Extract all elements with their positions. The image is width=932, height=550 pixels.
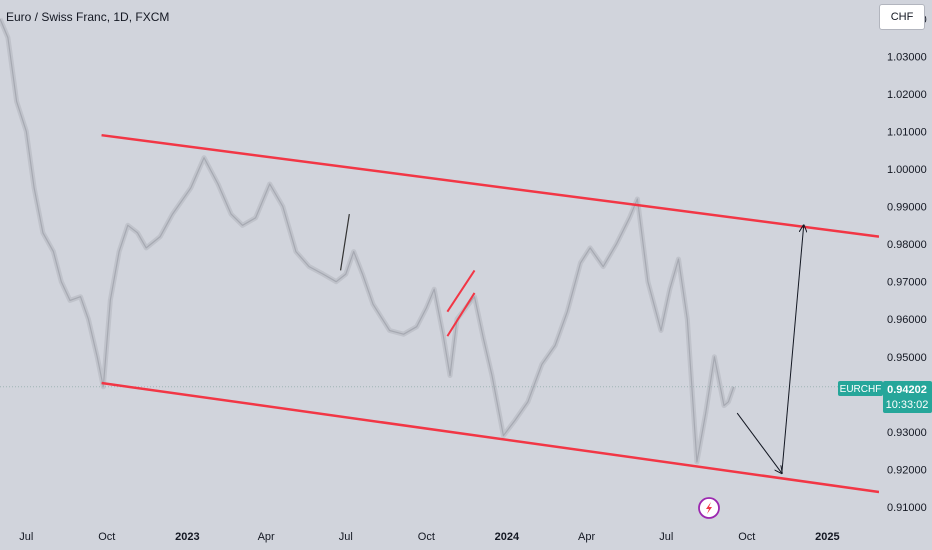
time-tick-label: Oct: [738, 531, 755, 543]
price-tick-label: 0.98000: [887, 239, 927, 251]
lightning-bolt-icon[interactable]: [698, 497, 720, 519]
last-price-tag: EURCHF 0.94202 10:33:02: [838, 381, 932, 413]
price-tick-label: 0.99000: [887, 202, 927, 214]
time-tick-label: Jul: [19, 531, 33, 543]
price-tag-symbol: EURCHF: [840, 384, 882, 395]
channel-lower-line[interactable]: [101, 381, 880, 494]
small-channel-lower-line[interactable]: [446, 292, 476, 337]
price-series-line: [0, 18, 735, 463]
time-tick-label: Oct: [418, 531, 435, 543]
drawings-layer: [101, 133, 880, 494]
price-tag-price: 0.94202: [887, 384, 927, 396]
time-tick-label: Jul: [339, 531, 353, 543]
time-tick-label: 2024: [495, 531, 520, 543]
price-tick-label: 0.96000: [887, 314, 927, 326]
price-tick-label: 0.92000: [887, 464, 927, 476]
time-axis[interactable]: Jul Oct 2023 Apr Jul Oct 2024 Apr Jul Oct 2025: [19, 531, 839, 543]
price-tick-label: 1.01000: [887, 126, 927, 138]
price-tick-label: 0.91000: [887, 502, 927, 514]
trend-segment-line[interactable]: [339, 213, 350, 271]
channel-upper-line[interactable]: [101, 133, 880, 238]
price-tick-label: 0.97000: [887, 277, 927, 289]
time-tick-label: 2025: [815, 531, 839, 543]
price-tag-countdown: 10:33:02: [886, 399, 929, 411]
plot-area[interactable]: [0, 17, 879, 465]
price-tick-label: 1.03000: [887, 51, 927, 63]
price-tick-label: 0.95000: [887, 352, 927, 364]
price-tick-label: 1.02000: [887, 89, 927, 101]
arrow-down-line[interactable]: [736, 412, 782, 473]
time-tick-label: Apr: [258, 531, 275, 543]
arrow-up-line[interactable]: [781, 225, 804, 474]
price-tick-label: 1.00000: [887, 164, 927, 176]
price-axis[interactable]: 1.040001.030001.020001.010001.000000.990…: [879, 0, 932, 550]
currency-button[interactable]: CHF: [879, 4, 925, 30]
price-tick-label: 0.93000: [887, 427, 927, 439]
chart-title: Euro / Swiss Franc, 1D, FXCM: [6, 10, 169, 24]
price-axis-bg: [879, 0, 932, 550]
time-tick-label: 2023: [175, 531, 199, 543]
price-series-band: [0, 17, 737, 465]
time-tick-label: Oct: [98, 531, 115, 543]
time-tick-label: Jul: [659, 531, 673, 543]
small-channel-upper-line[interactable]: [446, 269, 476, 313]
time-tick-label: Apr: [578, 531, 595, 543]
